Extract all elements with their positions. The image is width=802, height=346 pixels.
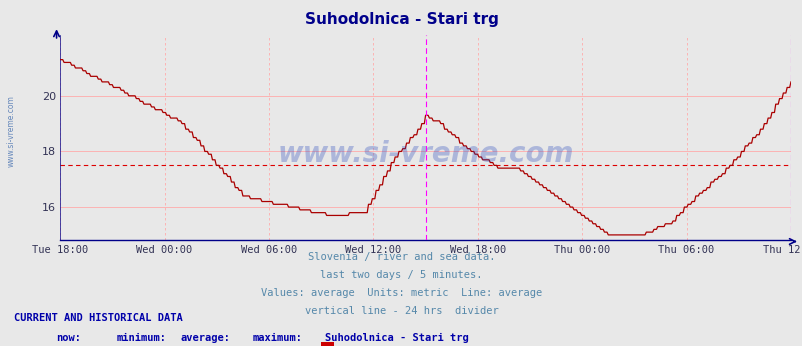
Text: minimum:: minimum: <box>116 333 166 343</box>
Text: www.si-vreme.com: www.si-vreme.com <box>6 95 15 167</box>
Text: average:: average: <box>180 333 230 343</box>
Text: last two days / 5 minutes.: last two days / 5 minutes. <box>320 270 482 280</box>
Text: Values: average  Units: metric  Line: average: Values: average Units: metric Line: aver… <box>261 288 541 298</box>
Text: Slovenia / river and sea data.: Slovenia / river and sea data. <box>307 252 495 262</box>
Text: maximum:: maximum: <box>253 333 302 343</box>
Text: Suhodolnica - Stari trg: Suhodolnica - Stari trg <box>325 333 468 343</box>
Text: www.si-vreme.com: www.si-vreme.com <box>277 140 573 168</box>
Text: CURRENT AND HISTORICAL DATA: CURRENT AND HISTORICAL DATA <box>14 313 183 323</box>
Text: Suhodolnica - Stari trg: Suhodolnica - Stari trg <box>304 12 498 27</box>
Text: vertical line - 24 hrs  divider: vertical line - 24 hrs divider <box>304 306 498 316</box>
Text: now:: now: <box>56 333 81 343</box>
